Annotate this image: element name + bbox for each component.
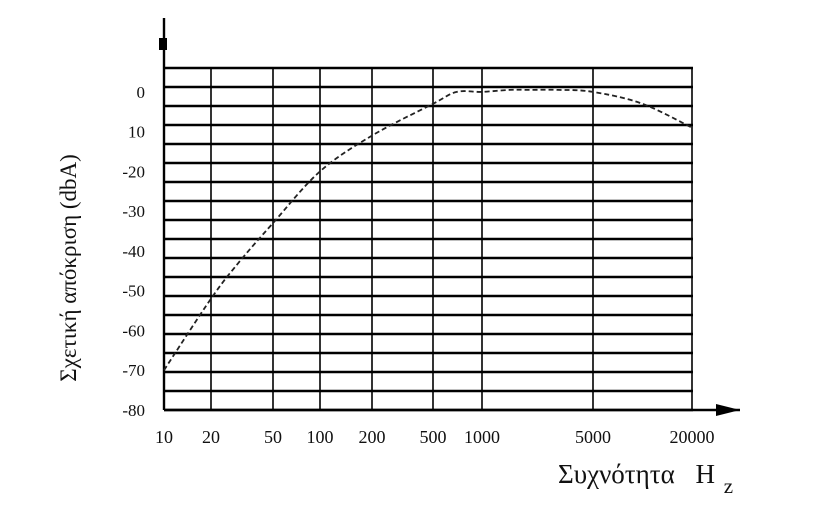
- curve: [163, 88, 693, 371]
- y-tick-labels: 0 10 -20 -30 -40 -50 -60 -70 -80: [122, 83, 145, 420]
- x-tick-label: 100: [307, 427, 334, 447]
- x-axis-arrow: [716, 404, 740, 416]
- x-axis-title-text: Συχνότητα: [558, 459, 675, 489]
- grid: [163, 66, 693, 412]
- y-axis-title: Σχετική απόκριση (dbA): [56, 154, 81, 382]
- y-tick-label: -20: [122, 162, 145, 181]
- y-tick-label: 0: [137, 83, 146, 102]
- x-tick-label: 10: [155, 427, 173, 447]
- x-tick-label: 500: [420, 427, 447, 447]
- x-tick-label: 50: [264, 427, 282, 447]
- x-tick-labels: 10 20 50 100 200 500 1000 5000 20000: [155, 427, 715, 447]
- axes: [159, 18, 740, 416]
- y-tick-label: -40: [122, 242, 145, 261]
- y-tick-label: -50: [122, 282, 145, 301]
- x-axis-unit-subscript: z: [724, 474, 733, 498]
- series-line: [163, 88, 693, 371]
- y-tick-label: -60: [122, 321, 145, 340]
- y-tick-label: -80: [122, 401, 145, 420]
- x-tick-label: 20: [202, 427, 220, 447]
- x-tick-label: 1000: [464, 427, 500, 447]
- y-tick-label: -70: [122, 361, 145, 380]
- y-tick-label: 10: [128, 123, 145, 142]
- x-axis-title: Συχνότητα H z: [558, 459, 733, 498]
- y-tick-label: -30: [122, 202, 145, 221]
- x-tick-label: 200: [359, 427, 386, 447]
- x-tick-label: 20000: [670, 427, 715, 447]
- x-tick-label: 5000: [575, 427, 611, 447]
- y-axis-arrow: [159, 38, 167, 50]
- x-axis-unit: H: [696, 459, 716, 489]
